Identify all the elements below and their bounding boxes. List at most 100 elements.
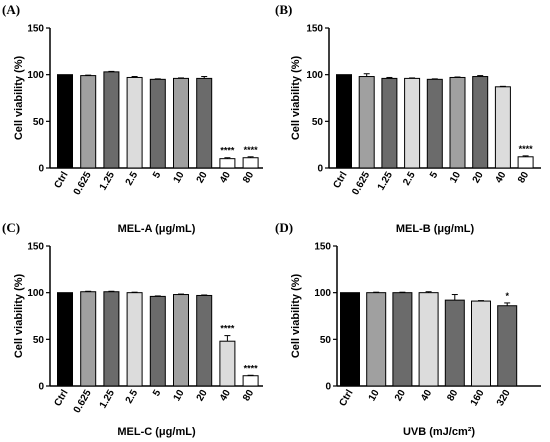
x-tick-label: 40	[218, 388, 233, 404]
bar	[196, 77, 213, 169]
x-tick-label: 5	[151, 388, 164, 399]
significance-label: *	[505, 291, 509, 301]
bar	[196, 294, 213, 387]
y-tick-label: 50	[33, 117, 45, 128]
y-tick-label: 50	[320, 335, 332, 346]
bar	[366, 292, 387, 387]
x-tick-label: 10	[172, 388, 187, 404]
x-axis-title: MEL-A (μg/mL)	[118, 223, 196, 235]
x-tick-label: 10	[448, 170, 463, 186]
bar	[103, 291, 120, 387]
x-tick-label: 10	[367, 388, 382, 404]
y-tick-label: 150	[306, 24, 323, 35]
x-tick-label: 160	[469, 388, 487, 408]
y-tick-label: 150	[27, 24, 44, 35]
x-tick-label: 20	[195, 170, 210, 186]
x-tick-label: 80	[241, 170, 256, 186]
y-axis-title: Cell viability (%)	[13, 55, 25, 140]
bar	[340, 292, 360, 387]
y-tick-label: 100	[306, 70, 323, 81]
x-axis-title: UVB (mJ/cm²)	[403, 426, 475, 438]
x-tick-label: 80	[241, 388, 256, 404]
y-tick-label: 0	[38, 164, 44, 175]
bar	[80, 75, 97, 169]
bar	[173, 77, 189, 169]
x-tick-label: 0.625	[72, 388, 94, 416]
y-tick-label: 150	[27, 242, 44, 253]
x-tick-label: 0.625	[350, 170, 372, 198]
bar	[426, 78, 443, 169]
y-tick-label: 50	[33, 335, 45, 346]
y-tick-label: 100	[27, 288, 44, 299]
bar	[242, 157, 259, 169]
bar	[242, 375, 259, 387]
y-axis-title: Cell viability (%)	[290, 273, 302, 358]
bar	[404, 77, 421, 169]
x-tick-label: 40	[493, 170, 508, 186]
x-tick-label: 2.5	[124, 170, 141, 188]
x-tick-label: 320	[495, 388, 513, 408]
panel-label: (A)	[2, 2, 20, 17]
bar	[149, 78, 166, 169]
bar	[80, 291, 97, 387]
bar	[103, 71, 120, 169]
x-tick-label: 0.625	[72, 170, 94, 198]
panel-label: (B)	[275, 2, 292, 17]
bar	[381, 77, 398, 169]
bar	[444, 299, 465, 387]
y-tick-label: 0	[325, 382, 331, 393]
significance-label: ****	[519, 144, 534, 154]
x-tick-label: 5	[151, 170, 164, 181]
bar	[517, 156, 534, 169]
bar	[219, 340, 236, 387]
bar	[392, 292, 413, 387]
x-tick-label: 5	[428, 170, 441, 181]
panel-label: (D)	[275, 220, 293, 235]
x-axis-title: MEL-B (μg/mL)	[396, 223, 475, 235]
x-tick-label: 40	[218, 170, 233, 186]
y-tick-label: 150	[314, 242, 331, 253]
bar	[126, 76, 143, 169]
y-axis-title: Cell viability (%)	[13, 273, 25, 358]
bar	[336, 74, 352, 169]
x-tick-label: 20	[471, 170, 486, 186]
bar	[418, 292, 439, 387]
bar	[219, 158, 236, 169]
bar	[497, 305, 518, 387]
bar	[449, 76, 466, 169]
bar	[472, 76, 489, 169]
x-tick-label: Ctrl	[337, 388, 355, 409]
x-tick-label: 1.25	[376, 170, 395, 193]
bar	[494, 86, 511, 169]
panel-label: (C)	[2, 220, 20, 235]
bar	[57, 74, 73, 169]
bar	[57, 292, 73, 387]
x-tick-label: 2.5	[401, 170, 418, 188]
x-tick-label: 1.25	[98, 388, 117, 411]
bar	[358, 76, 375, 169]
x-tick-label: 2.5	[124, 388, 141, 406]
x-tick-label: 1.25	[98, 170, 117, 193]
y-tick-label: 0	[38, 382, 44, 393]
bar	[471, 300, 491, 387]
significance-label: ****	[244, 145, 259, 155]
x-tick-label: Ctrl	[52, 388, 70, 409]
y-tick-label: 100	[27, 70, 44, 81]
x-tick-label: Ctrl	[52, 170, 70, 191]
bar	[173, 294, 189, 387]
significance-label: ****	[220, 324, 235, 334]
bar	[126, 292, 143, 387]
y-tick-label: 100	[314, 288, 331, 299]
y-tick-label: 50	[312, 117, 324, 128]
x-tick-label: Ctrl	[331, 170, 349, 191]
x-tick-label: 80	[445, 388, 460, 404]
x-tick-label: 20	[393, 388, 408, 404]
x-tick-label: 40	[419, 388, 434, 404]
x-tick-label: 80	[516, 170, 531, 186]
chart-panel-a: (A) 0 50 100 150 Cell viability (%) Ctrl 0.625 1…	[2, 2, 263, 235]
chart-panel-d: (D) 0 50 100 150 Cell viability (%) Ctrl 10 20 40…	[275, 220, 541, 438]
significance-label: ****	[220, 146, 235, 156]
